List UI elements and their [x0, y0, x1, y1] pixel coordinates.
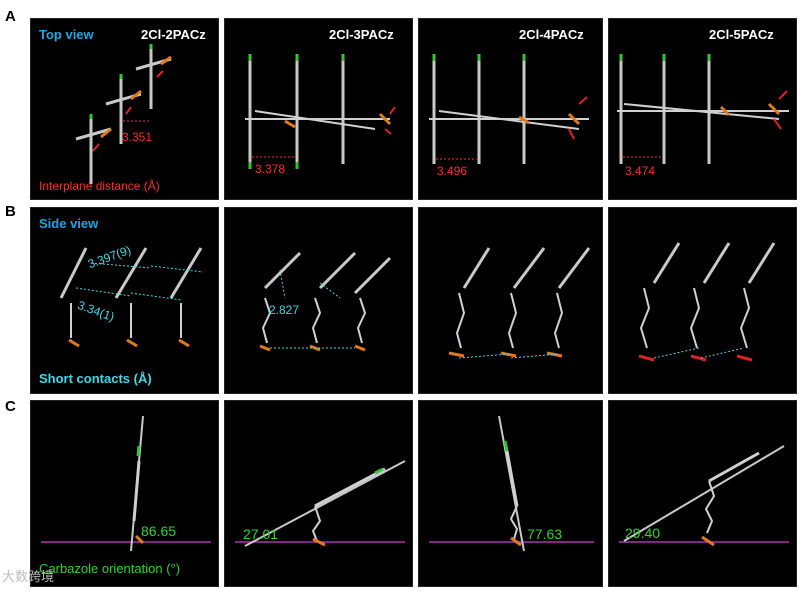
angle-c2: 27.01	[243, 526, 279, 542]
watermark: 大数跨境	[2, 569, 55, 584]
side-view-label: Side view	[39, 216, 99, 231]
panel-c-1: 86.65 Carbazole orientation (°)	[30, 400, 219, 587]
compound-title-a4: 2Cl-5PACz	[709, 27, 774, 42]
panel-c-3: 77.63	[418, 400, 603, 587]
panel-a-2: 2Cl-3PACz 3.378	[224, 18, 413, 200]
panel-b-2: 2.827	[224, 207, 413, 394]
contact-b2-1: 2.827	[269, 303, 300, 317]
panel-a-4: 2Cl-5PACz 3.474	[608, 18, 797, 200]
panel-b-1: Side view 3.397(9) 3.34(1) Short contact…	[30, 207, 219, 394]
distance-a1: 3.351	[122, 130, 153, 144]
panel-c-2: 27.01	[224, 400, 413, 587]
panel-b-3	[418, 207, 603, 394]
top-view-label: Top view	[39, 27, 94, 42]
panel-a-3: 2Cl-4PACz 3.496	[418, 18, 603, 200]
panel-c-4: 29.40	[608, 400, 797, 587]
panel-b-4	[608, 207, 797, 394]
short-contacts-legend: Short contacts (Å)	[39, 371, 152, 386]
interplane-distance-legend: Interplane distance (Å)	[39, 179, 160, 193]
compound-title-a1: 2Cl-2PACz	[141, 27, 206, 42]
compound-title-a2: 2Cl-3PACz	[329, 27, 394, 42]
row-label-b: B	[5, 203, 16, 220]
angle-c1: 86.65	[141, 523, 177, 539]
row-label-c: C	[5, 398, 16, 415]
distance-a2: 3.378	[255, 162, 286, 176]
panel-a-1: Top view 2Cl-2PACz 3.351 Interplane dist…	[30, 18, 219, 200]
carbazole-orientation-legend: Carbazole orientation (°)	[39, 561, 181, 576]
distance-a4: 3.474	[625, 164, 656, 178]
angle-c4: 29.40	[625, 525, 661, 541]
compound-title-a3: 2Cl-4PACz	[519, 27, 584, 42]
angle-c3: 77.63	[527, 526, 563, 542]
row-label-a: A	[5, 8, 16, 25]
distance-a3: 3.496	[437, 164, 468, 178]
